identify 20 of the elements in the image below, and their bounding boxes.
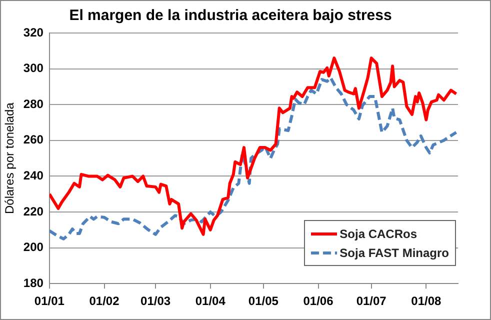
x-tick-label: 01/08 — [411, 294, 442, 308]
x-tick-label: 01/03 — [140, 294, 171, 308]
y-tick-label: 280 — [23, 96, 44, 111]
y-tick-label: 300 — [23, 61, 44, 76]
x-tick-label: 01/04 — [195, 294, 226, 308]
x-tick-label: 01/05 — [248, 294, 279, 308]
y-tick-label: 260 — [23, 132, 44, 147]
x-tick-label: 01/06 — [303, 294, 334, 308]
legend-label: Soja CACRos — [340, 226, 417, 240]
x-tick-label: 01/01 — [34, 294, 65, 308]
x-tick-label: 01/07 — [356, 294, 387, 308]
y-tick-label: 220 — [23, 204, 44, 218]
y-axis-title: Dólares por tonelada — [2, 102, 17, 214]
x-tick-label: 01/02 — [89, 294, 120, 308]
chart-title: El margen de la industria aceitera bajo stress — [69, 7, 392, 24]
legend-label: Soja FAST Minagro — [340, 246, 449, 260]
y-tick-label: 200 — [23, 240, 44, 254]
y-tick-label: 320 — [23, 25, 44, 40]
y-tick-label: 240 — [23, 168, 44, 183]
y-tick-label: 180 — [23, 276, 44, 290]
